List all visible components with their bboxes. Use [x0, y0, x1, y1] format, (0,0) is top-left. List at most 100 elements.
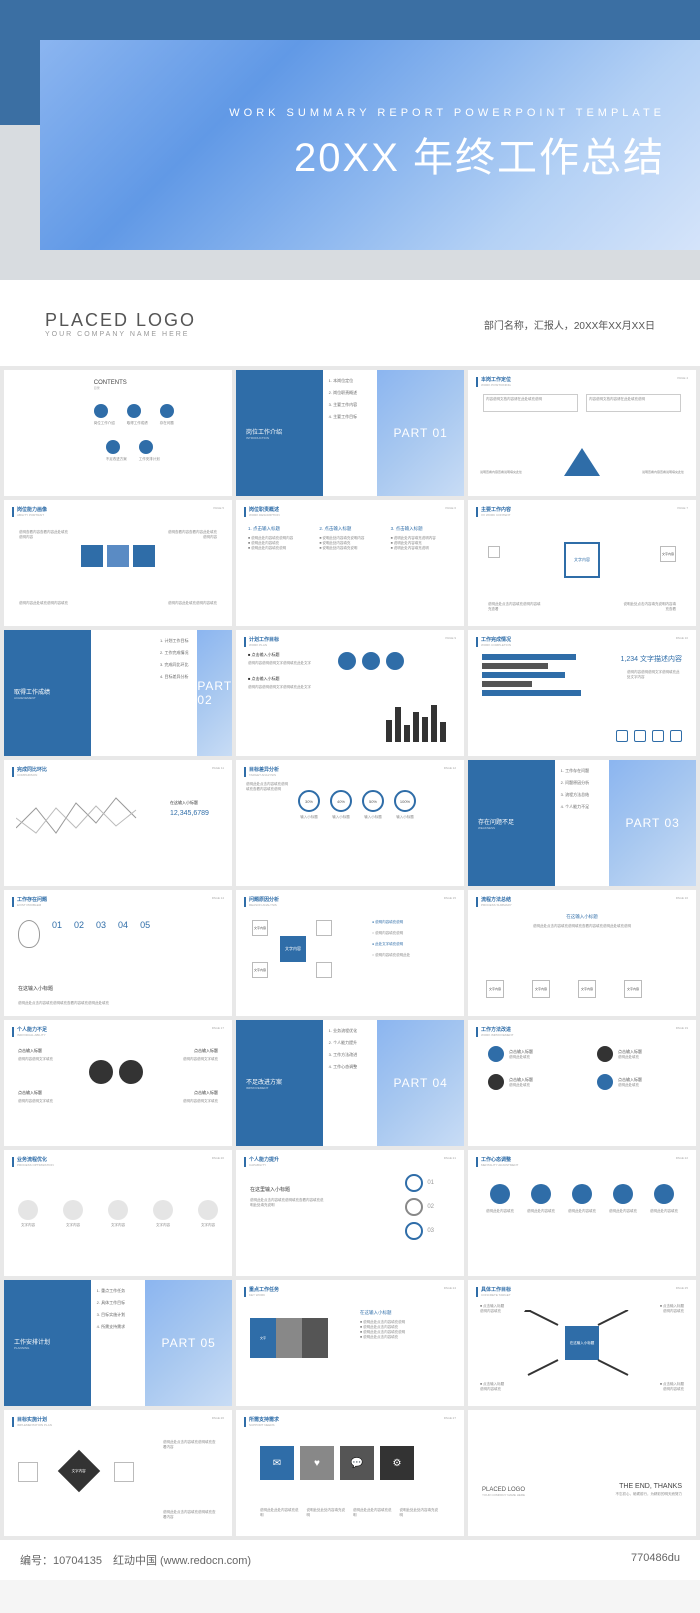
- col-title: 1. 点击输入标题: [248, 526, 309, 532]
- slide-reason: 问题原因分析REASON ANALYSIS PAGE 15 文字内容 文字内容 …: [236, 890, 464, 1016]
- num: 05: [140, 920, 150, 930]
- page-number: PAGE 12: [444, 766, 456, 770]
- part-label: PART 02: [197, 679, 232, 707]
- page-number: PAGE 21: [444, 1156, 456, 1160]
- page-number: PAGE 7: [677, 506, 688, 510]
- slide-part03: 存在问题不足 WEAKNESS 1. 工作存在问题 2. 问题原因分析 3. 流…: [468, 760, 696, 886]
- page-number: PAGE 26: [212, 1416, 224, 1420]
- hero-background: WORK SUMMARY REPORT POWERPOINT TEMPLATE …: [40, 40, 700, 250]
- page-number: PAGE 15: [444, 896, 456, 900]
- num: 01: [52, 920, 62, 930]
- slide-individual: 个人能力不足INDIVIDUAL ABILITY PAGE 17 点击输入标题 …: [4, 1020, 232, 1146]
- section-title: 工作安排计划: [14, 1337, 91, 1346]
- page-number: PAGE 20: [212, 1156, 224, 1160]
- slide-implementation: 目标实施计划IMPLEMENTATION PLAN PAGE 26 文字内容 说…: [4, 1410, 232, 1536]
- page-number: PAGE 27: [444, 1416, 456, 1420]
- sub-title: 在这输入小标题: [360, 1310, 450, 1316]
- page-number: PAGE 4: [677, 376, 688, 380]
- hero-slide: WORK SUMMARY REPORT POWERPOINT TEMPLATE …: [0, 0, 700, 280]
- slide-keywork: 重点工作任务KEY WORK PAGE 24 文字 在这输入小标题 ■ 说明此处…: [236, 1280, 464, 1406]
- slide-workcontent: 主要工作内容XX WORK CONTENT PAGE 7 文字内容 文字内容 说…: [468, 500, 696, 626]
- sub-title: 在这输入小标题: [170, 800, 218, 806]
- list-item: 4. 目标差异分析: [160, 674, 191, 680]
- arrows: [508, 1310, 648, 1380]
- center-box: 文字内容: [564, 542, 600, 578]
- section-title: 存在问题不足: [478, 817, 555, 826]
- part-label: PART 04: [393, 1076, 447, 1090]
- num: 02: [74, 920, 84, 930]
- slide-part02: 取得工作成绩 ACHIEVEMENT 1. 计划工作目标 2. 工作完成情况 3…: [4, 630, 232, 756]
- list-item: 4. 个人能力不足: [561, 804, 604, 810]
- slide-mentality: 工作心态调整MENTALITY ADJUSTMENT PAGE 22 说明此处内…: [468, 1150, 696, 1276]
- slide-concrete-target: 具体工作目标CONCRETE TARGET PAGE 25 在这输入小标题 ■ …: [468, 1280, 696, 1406]
- list-item: 3. 工作方法改进: [329, 1052, 372, 1058]
- hero-title: 20XX 年终工作总结: [294, 125, 665, 183]
- list-item: 3. 流程方法总结: [561, 792, 604, 798]
- page-number: PAGE 24: [444, 1286, 456, 1290]
- section-title: 取得工作成绩: [14, 687, 91, 696]
- section-title: 岗位工作介绍: [246, 427, 323, 436]
- page-number: PAGE 22: [676, 1156, 688, 1160]
- list-item: 2. 工作完成情况: [160, 650, 191, 656]
- slide-plan-target: 计划工作目标WORK PLAN PAGE 9 ■ 点击输入小标题 说明内容说明说…: [236, 630, 464, 756]
- ring-pct: 30%: [298, 790, 320, 812]
- footer-site: 红动中国 (www.redocn.com): [113, 1555, 251, 1567]
- col-title: 2. 点击输入标题: [319, 526, 380, 532]
- num: 04: [118, 920, 128, 930]
- slide-grid: CONTENTS 目录 岗位工作介绍 取得工作成绩 存在问题 不足改进方案 工作…: [0, 366, 700, 1540]
- footer-id-label: 编号：: [20, 1555, 53, 1567]
- ring-pct: 50%: [362, 790, 384, 812]
- list-item: 1. 重点工作任务: [97, 1288, 140, 1294]
- logo-right: 部门名称，汇报人，20XX年XX月XX日: [484, 317, 655, 332]
- page-number: PAGE 6: [445, 506, 456, 510]
- slide-part01: 岗位工作介绍 INTRODUCTION 1. 本岗位定位 2. 岗位职责概述 3…: [236, 370, 464, 496]
- center-sq: 文字内容: [280, 936, 306, 962]
- footer-right-id: 770486du: [631, 1552, 680, 1568]
- page-number: PAGE 16: [676, 896, 688, 900]
- toc-item: 取得工作成绩: [127, 421, 148, 426]
- section-title: 不足改进方案: [246, 1077, 323, 1086]
- hero-subtitle: WORK SUMMARY REPORT POWERPOINT TEMPLATE: [229, 107, 665, 119]
- ring-pct: 40%: [330, 790, 352, 812]
- list-item: 2. 个人能力提升: [329, 1040, 372, 1046]
- part-label: PART 01: [393, 426, 447, 440]
- toc-item: 存在问题: [160, 421, 174, 426]
- slide-completion: 工作完成情况WORK COMPLETION PAGE 10 1,234 文字描述…: [468, 630, 696, 756]
- page-number: PAGE 11: [212, 766, 224, 770]
- logo-row: PLACED LOGO YOUR COMPANY NAME HERE 部门名称，…: [0, 280, 700, 366]
- num: 03: [96, 920, 106, 930]
- slide-contents: CONTENTS 目录 岗位工作介绍 取得工作成绩 存在问题 不足改进方案 工作…: [4, 370, 232, 496]
- slide-support: 所需支持需求SUPPORT NEEDS PAGE 27 ✉ ♥ 💬 ⚙ 说明此处…: [236, 1410, 464, 1536]
- toc-item: 工作安排计划: [139, 457, 160, 462]
- slide-part05: 工作安排计划 PLANNING 1. 重点工作任务 2. 具体工作目标 3. 目…: [4, 1280, 232, 1406]
- col-title: 3. 点击输入标题: [391, 526, 452, 532]
- hero-left-band: [0, 0, 40, 125]
- slide-end: PLACED LOGO YOUR COMPANY NAME HERE THE E…: [468, 1410, 696, 1536]
- contents-sub: 目录: [94, 386, 222, 390]
- sub-title: 在这输入小标题: [566, 914, 598, 920]
- list-item: 3. 完成同比环比: [160, 662, 191, 668]
- page-number: PAGE 10: [676, 636, 688, 640]
- part-label: PART 05: [161, 1336, 215, 1350]
- big-number: 1,234 文字描述内容: [621, 654, 682, 664]
- slide-positioning: 本岗工作定位WORK POSITIONING PAGE 4 内容说明文档内容请在…: [468, 370, 696, 496]
- slide-method-improve: 工作方法改进WORK IMPROVEMENT PAGE 19 点击输入标题说明此…: [468, 1020, 696, 1146]
- list-item: 1. 计划工作目标: [160, 638, 191, 644]
- ring-pct: 100%: [394, 790, 416, 812]
- list-item: 1. 业务流程优化: [329, 1028, 372, 1034]
- page-number: PAGE 9: [445, 636, 456, 640]
- footer-id: 10704135: [53, 1555, 102, 1567]
- list-item: 2. 岗位职责概述: [329, 390, 372, 396]
- slide-problems: 工作存在问题EXIST PROBLEM PAGE 14 01 02 03 04 …: [4, 890, 232, 1016]
- list-item: 1. 本岗位定位: [329, 378, 372, 384]
- slide-part04: 不足改进方案 IMPROVEMENT 1. 业务流程优化 2. 个人能力提升 3…: [236, 1020, 464, 1146]
- list-item: 3. 目标实施计划: [97, 1312, 140, 1318]
- list-item: 2. 具体工作目标: [97, 1300, 140, 1306]
- logo-main: PLACED LOGO: [45, 310, 196, 331]
- bulb-icon: [18, 920, 40, 948]
- sub-title: 在这里输入小标题: [250, 1186, 325, 1193]
- list-item: 4. 主要工作目标: [329, 414, 372, 420]
- list-item: 4. 工作心态调整: [329, 1064, 372, 1070]
- toc-item: 岗位工作介绍: [94, 421, 115, 426]
- page-number: PAGE 14: [212, 896, 224, 900]
